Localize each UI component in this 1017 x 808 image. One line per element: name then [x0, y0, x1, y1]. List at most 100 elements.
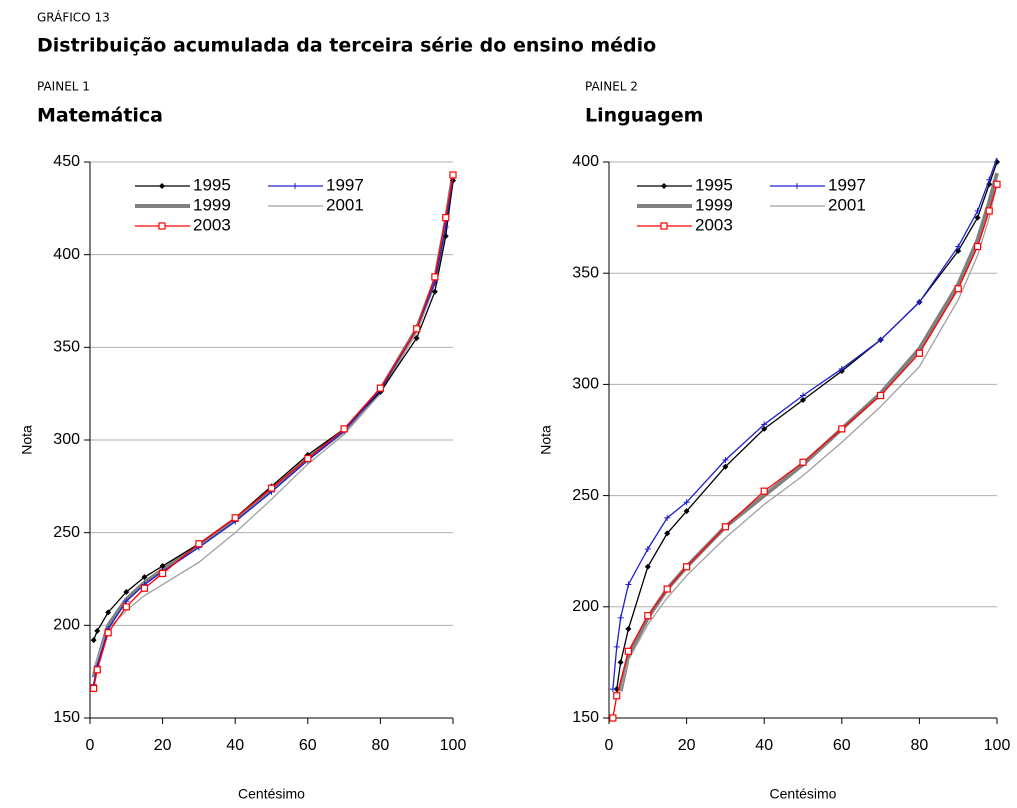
x-axis-label: Centésimo — [770, 786, 837, 802]
marker — [267, 484, 276, 492]
y-tick-label: 350 — [53, 339, 80, 356]
x-tick-label: 0 — [605, 737, 614, 754]
marker — [292, 183, 298, 189]
marker — [838, 365, 845, 372]
x-tick-label: 100 — [984, 737, 1011, 754]
marker — [794, 183, 800, 189]
x-tick-label: 60 — [833, 737, 851, 754]
marker — [442, 214, 450, 222]
marker — [195, 540, 203, 548]
line — [91, 174, 455, 678]
x-tick-label: 40 — [755, 737, 773, 754]
marker — [609, 714, 617, 722]
marker — [838, 425, 846, 433]
y-tick-label: 250 — [572, 487, 599, 504]
y-tick-label: 200 — [53, 617, 80, 634]
marker — [617, 659, 624, 666]
marker — [683, 508, 690, 515]
y-tick-label: 400 — [53, 246, 80, 263]
marker — [140, 584, 149, 592]
marker — [122, 603, 130, 611]
figure-label: GRÁFICO 13 — [37, 10, 110, 25]
x-tick-label: 20 — [678, 737, 696, 754]
marker — [955, 243, 962, 250]
panel-title: Matemática — [37, 105, 163, 127]
y-tick-label: 450 — [53, 153, 80, 170]
marker — [231, 514, 239, 522]
x-tick-label: 0 — [86, 737, 95, 754]
x-tick-label: 100 — [440, 737, 467, 754]
y-tick-label: 150 — [53, 709, 80, 726]
y-tick-label: 300 — [53, 431, 80, 448]
legend-label: 1995 — [695, 175, 733, 194]
marker — [663, 585, 671, 593]
marker — [413, 325, 421, 333]
marker — [431, 288, 438, 295]
x-tick-label: 60 — [299, 737, 317, 754]
y-tick-label: 250 — [53, 524, 80, 541]
figure-title: Distribuição acumulada da terceira série… — [37, 35, 656, 57]
marker — [683, 499, 690, 506]
marker — [973, 242, 982, 251]
marker — [159, 569, 167, 578]
marker — [660, 222, 668, 230]
legend-label: 2001 — [326, 195, 364, 214]
marker — [994, 158, 1000, 161]
marker — [916, 299, 923, 306]
marker — [93, 666, 101, 674]
marker — [877, 336, 884, 343]
marker — [721, 523, 730, 531]
marker — [644, 545, 651, 552]
legend-label: 1999 — [695, 195, 733, 214]
y-axis-label: Nota — [19, 425, 35, 455]
marker — [644, 612, 652, 620]
marker — [159, 183, 165, 189]
line — [612, 184, 998, 719]
legend-label: 1997 — [326, 175, 364, 194]
marker — [915, 349, 924, 357]
marker — [90, 684, 98, 692]
marker — [90, 637, 97, 644]
legend-label: 1997 — [828, 175, 866, 194]
y-axis-label: Nota — [538, 425, 554, 455]
marker — [664, 530, 671, 537]
marker — [413, 335, 420, 342]
marker — [986, 176, 993, 183]
marker — [123, 588, 130, 595]
marker — [954, 285, 962, 293]
marker — [94, 627, 101, 634]
line — [92, 174, 454, 689]
line — [616, 161, 998, 690]
line — [618, 172, 999, 692]
marker — [974, 207, 981, 214]
marker — [304, 454, 312, 463]
marker — [376, 384, 384, 392]
marker — [625, 581, 632, 588]
x-tick-label: 80 — [911, 737, 929, 754]
marker — [624, 647, 633, 655]
x-tick-label: 80 — [372, 737, 390, 754]
marker — [760, 487, 768, 495]
marker — [722, 463, 729, 470]
y-tick-label: 400 — [572, 153, 599, 170]
y-tick-label: 300 — [572, 376, 599, 393]
line — [92, 176, 454, 685]
y-tick-label: 150 — [572, 709, 599, 726]
plot-area — [90, 171, 457, 692]
marker — [876, 391, 885, 400]
line — [620, 184, 998, 692]
marker — [800, 396, 806, 403]
x-tick-label: 40 — [226, 737, 244, 754]
marker — [431, 273, 439, 281]
legend-label: 2003 — [193, 215, 231, 234]
panel-title: Linguagem — [585, 105, 703, 127]
marker — [340, 425, 348, 433]
marker — [664, 514, 671, 521]
marker — [609, 686, 616, 693]
marker — [617, 614, 624, 621]
panel-label: PAINEL 2 — [585, 80, 638, 94]
marker — [800, 392, 806, 399]
y-tick-label: 350 — [572, 264, 599, 281]
marker — [761, 425, 768, 432]
